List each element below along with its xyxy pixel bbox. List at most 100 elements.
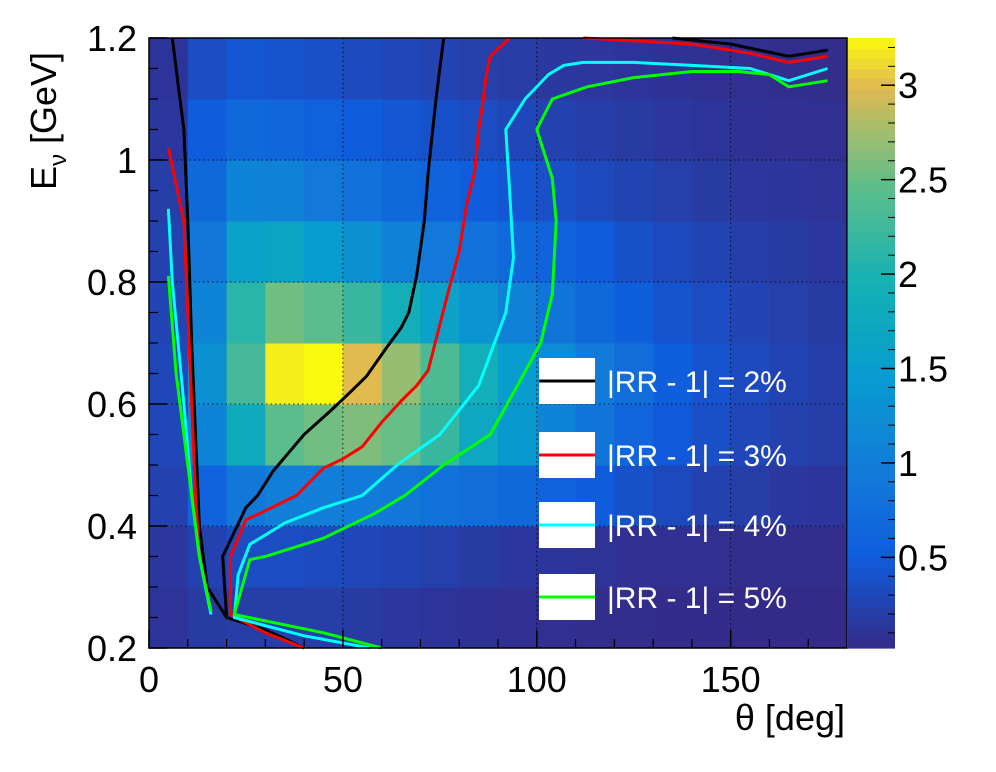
heatmap-cell xyxy=(614,526,654,588)
heatmap-cell xyxy=(653,160,693,222)
heatmap-cell xyxy=(459,587,499,649)
heatmap-cell xyxy=(381,38,421,100)
heatmap-cell xyxy=(614,160,654,222)
heatmap-cell xyxy=(420,587,460,649)
y-axis-label-unit: [GeV] xyxy=(23,52,64,154)
heatmap-cell xyxy=(653,526,693,588)
heatmap-cell xyxy=(381,282,421,344)
colorbar-segment xyxy=(848,404,895,415)
colorbar-segment xyxy=(848,48,895,59)
heatmap-cell xyxy=(769,465,809,527)
colorbar-segment xyxy=(848,526,895,537)
heatmap-cell xyxy=(730,465,770,527)
heatmap-cell xyxy=(226,343,266,405)
heatmap-cell xyxy=(304,526,344,588)
heatmap-cell xyxy=(304,282,344,344)
x-tick-label: 100 xyxy=(507,659,567,700)
heatmap-cell xyxy=(653,404,693,466)
heatmap-cell xyxy=(459,404,499,466)
colorbar-segment xyxy=(848,383,895,395)
heatmap-cell xyxy=(575,99,615,161)
colorbar-segment xyxy=(848,109,895,120)
colorbar-tick-label: 1.5 xyxy=(898,348,948,389)
heatmap-cell xyxy=(226,99,266,161)
heatmap-cell xyxy=(691,160,732,222)
colorbar-segment xyxy=(848,505,895,517)
heatmap-cell xyxy=(265,282,305,344)
colorbar-segment xyxy=(848,485,895,497)
colorbar-segment xyxy=(848,373,895,385)
heatmap-cell xyxy=(226,404,266,466)
heatmap-cell xyxy=(265,99,305,161)
colorbar-segment xyxy=(848,546,895,558)
heatmap-cell xyxy=(691,343,732,405)
heatmap-cell xyxy=(420,526,460,588)
heatmap-cell xyxy=(730,221,770,283)
heatmap-cell xyxy=(265,160,305,222)
heatmap-cell xyxy=(730,404,770,466)
colorbar-segment xyxy=(848,536,895,547)
colorbar-segment xyxy=(848,200,895,212)
colorbar-segment xyxy=(848,424,895,436)
colorbar-segment xyxy=(848,332,895,344)
heatmap-cell xyxy=(808,587,848,649)
colorbar-tick-label: 2.5 xyxy=(898,160,948,201)
heatmap-cell xyxy=(420,282,460,344)
heatmap-cell xyxy=(691,587,732,649)
heatmap-cell xyxy=(498,587,538,649)
heatmap-cell xyxy=(459,465,499,527)
heatmap-cell xyxy=(653,99,693,161)
heatmap-cell xyxy=(304,99,344,161)
contour-lines xyxy=(166,36,829,650)
legend: |RR - 1| = 2% |RR - 1| = 3% |RR - 1| = 4% |… xyxy=(539,358,787,620)
heatmap-cell xyxy=(187,160,228,222)
heatmap-cell xyxy=(769,587,809,649)
heatmap-cell xyxy=(498,526,538,588)
heatmap-cell xyxy=(187,221,228,283)
colorbar-segment xyxy=(848,617,895,629)
heatmap-cell xyxy=(808,465,848,527)
colorbar-segment xyxy=(848,597,895,608)
heatmap-cell xyxy=(226,221,266,283)
heatmap-cells xyxy=(149,38,848,649)
colorbar-segment xyxy=(848,210,895,222)
heatmap-cell xyxy=(769,221,809,283)
y-tick-label: 0.8 xyxy=(87,262,137,303)
heatmap-cell xyxy=(342,221,383,283)
colorbar-tick-label: 1 xyxy=(898,443,918,484)
colorbar-segment xyxy=(848,241,895,253)
heatmap-cell xyxy=(691,465,732,527)
colorbar-segment xyxy=(848,556,895,568)
colorbar-segment xyxy=(848,434,895,446)
heatmap-cell xyxy=(730,99,770,161)
heatmap-cell xyxy=(498,38,538,100)
colorbar-segment xyxy=(848,353,895,364)
heatmap-cell xyxy=(691,221,732,283)
heatmap-cell xyxy=(653,465,693,527)
colorbar-segment xyxy=(848,302,895,314)
colorbar-segment xyxy=(848,465,895,476)
colorbar-tick-label: 2 xyxy=(898,254,918,295)
heatmap-cell xyxy=(342,526,383,588)
heatmap-cell xyxy=(730,587,770,649)
heatmap-cell xyxy=(265,343,305,405)
x-tick-label: 50 xyxy=(323,659,363,700)
heatmap-cell xyxy=(614,282,654,344)
y-tick-label: 1 xyxy=(117,140,137,181)
legend-label: |RR - 1| = 5% xyxy=(607,582,787,615)
heatmap-cell xyxy=(459,221,499,283)
heatmap-cell xyxy=(808,404,848,466)
heatmap-cell xyxy=(265,38,305,100)
heatmap-cell xyxy=(769,160,809,222)
heatmap-cell xyxy=(691,282,732,344)
heatmap-cell xyxy=(381,221,421,283)
heatmap-cell xyxy=(653,38,693,100)
colorbar-segment xyxy=(848,363,895,375)
heatmap-cell xyxy=(381,587,421,649)
heatmap-cell xyxy=(769,38,809,100)
heatmap-cell xyxy=(730,282,770,344)
x-axis-label: θ [deg] xyxy=(735,697,845,738)
heatmap-cell xyxy=(304,38,344,100)
colorbar-segment xyxy=(848,251,895,263)
